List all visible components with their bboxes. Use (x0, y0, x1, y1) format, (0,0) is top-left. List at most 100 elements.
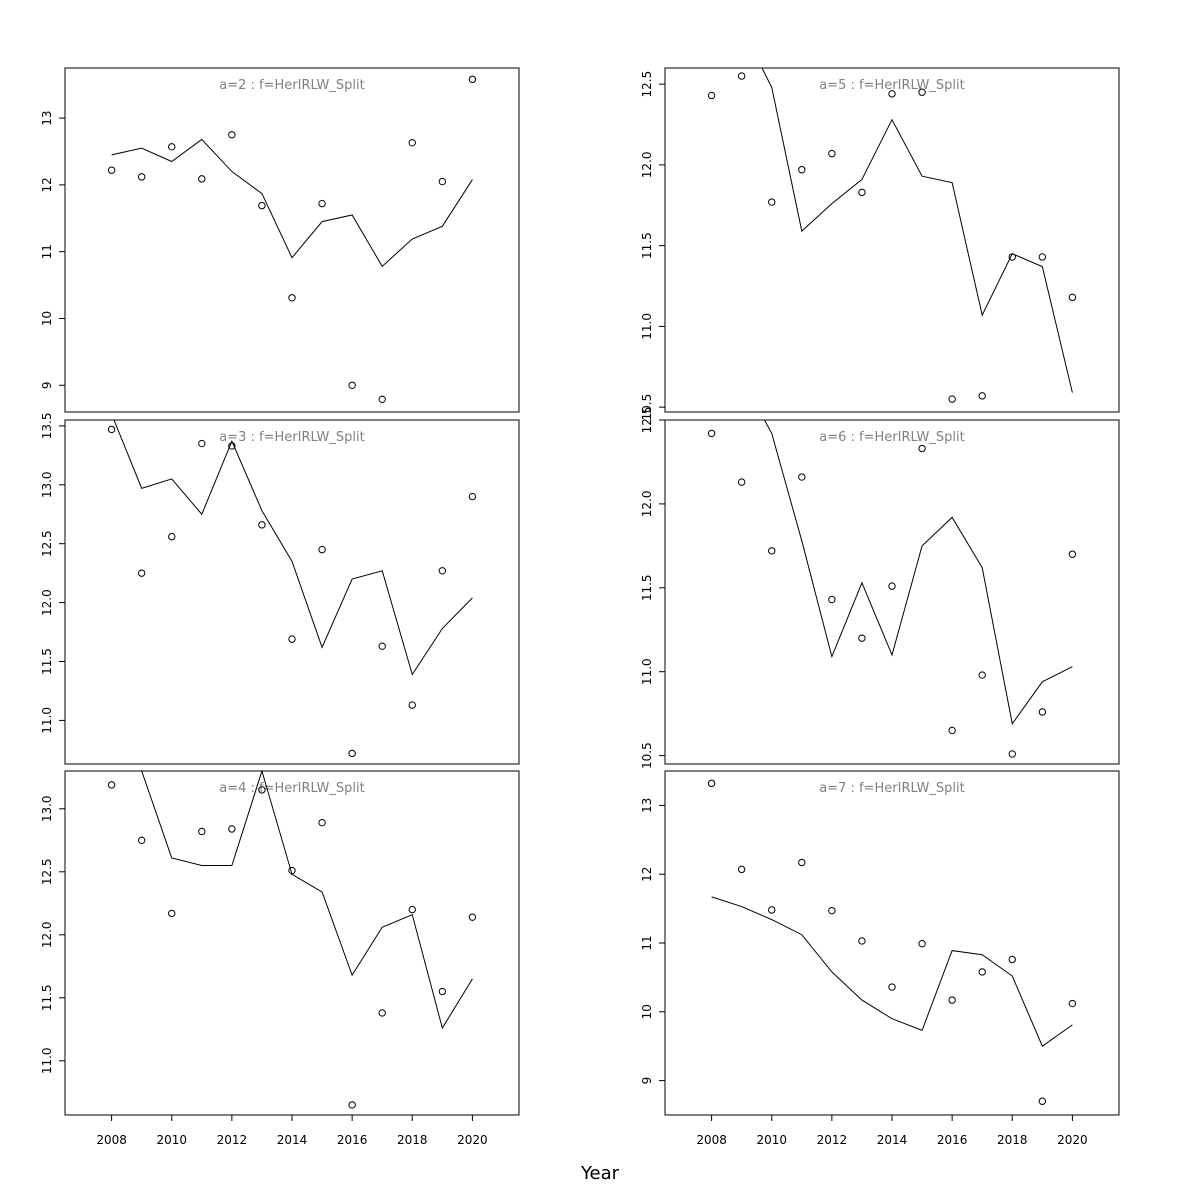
y-tick-label: 11 (640, 935, 654, 950)
observed-point (137, 173, 146, 181)
observed-point (798, 166, 806, 174)
y-tick-label: 12.5 (40, 530, 54, 557)
observed-point (1068, 293, 1077, 302)
observed-point (228, 131, 236, 139)
observed-point (888, 983, 896, 991)
observed-point (1038, 708, 1047, 716)
panel-frame (664, 770, 1120, 1116)
panel-1: a=2 : f=HerIRLW_Split 9 10 11 12 13 (40, 67, 520, 413)
y-tick-label: 10 (40, 311, 54, 326)
observed-point (438, 987, 447, 996)
observed-point (258, 521, 266, 529)
observed-point (168, 532, 176, 541)
observed-point (198, 827, 206, 836)
observed-point (408, 905, 416, 914)
observed-point (288, 866, 296, 875)
observed-point (1008, 955, 1016, 964)
observed-point (768, 198, 776, 206)
y-tick-label: 13 (40, 110, 54, 125)
observed-point (768, 547, 776, 555)
x-tick-label: 2018 (997, 1133, 1028, 1147)
y-tick-label: 12.5 (640, 71, 654, 98)
y-tick-label: 10 (640, 1004, 654, 1019)
observed-point (828, 149, 836, 158)
observed-point (468, 75, 477, 84)
observed-point (198, 175, 206, 183)
observed-point (107, 166, 116, 174)
observed-point (288, 294, 296, 302)
observed-point (1008, 253, 1016, 261)
fitted-line (761, 68, 1073, 393)
panel-3: a=3 : f=HerIRLW_Split 11.0 11.5 12.0 12.5 13.… (40, 413, 520, 765)
y-tick-label: 12.5 (640, 407, 654, 434)
fitted-line (111, 138, 473, 268)
observed-point (948, 996, 956, 1004)
observed-point (468, 913, 477, 921)
y-tick-label: 11.0 (640, 658, 654, 685)
observed-point (888, 582, 896, 590)
observed-point (438, 177, 447, 186)
panel-frame (64, 770, 520, 1116)
observed-point (828, 595, 836, 604)
observed-point (228, 442, 236, 450)
observed-point (318, 818, 326, 827)
observed-point (1008, 750, 1016, 758)
x-tick-label: 2014 (277, 1133, 308, 1147)
y-tick-label: 12 (40, 177, 54, 192)
observed-point (258, 786, 266, 794)
panel-title: a=5 : f=HerIRLW_Split (819, 78, 964, 93)
x-tick-label: 2008 (696, 1133, 727, 1147)
x-tick-label: 2008 (96, 1133, 127, 1147)
observed-point (858, 634, 866, 642)
y-tick-label: 9 (640, 1077, 654, 1085)
panel-6: a=7 : f=HerIRLW_Split 9 10 11 12 13 2008 2010 20… (640, 770, 1120, 1147)
observed-point (948, 395, 956, 403)
observed-point (888, 90, 896, 98)
y-tick-label: 13.0 (40, 795, 54, 822)
fitted-line (140, 771, 473, 1030)
observed-point (707, 429, 716, 438)
y-tick-label: 10.5 (640, 742, 654, 769)
y-tick-label: 11.5 (40, 648, 54, 675)
observed-point (1068, 550, 1077, 558)
observed-point (408, 139, 416, 147)
panel-frame (664, 67, 1120, 413)
x-tick-label: 2010 (756, 1133, 787, 1147)
x-tick-label: 2018 (397, 1133, 428, 1147)
observed-point (438, 567, 447, 575)
observed-point (737, 72, 746, 80)
observed-point (707, 779, 716, 788)
observed-point (768, 906, 776, 914)
observed-point (737, 478, 746, 486)
panel-title: a=2 : f=HerIRLW_Split (219, 78, 364, 93)
x-tick-label: 2016 (337, 1133, 368, 1147)
y-tick-label: 10.5 (640, 394, 654, 421)
x-tick-label: 2020 (457, 1133, 488, 1147)
observed-point (258, 201, 266, 210)
observed-point (858, 937, 866, 945)
observed-point (1038, 253, 1047, 261)
y-tick-label: 9 (40, 381, 54, 389)
observed-point (168, 143, 176, 151)
y-tick-label: 11.0 (640, 313, 654, 340)
x-tick-label: 2012 (817, 1133, 848, 1147)
observed-point (378, 642, 386, 650)
observed-point (1038, 1097, 1047, 1105)
observed-point (918, 444, 926, 453)
observed-point (198, 439, 206, 448)
panel-2: a=5 : f=HerIRLW_Split 10.5 11.0 11.5 12.0 12.… (640, 67, 1120, 421)
observed-point (378, 395, 386, 404)
fitted-line (113, 420, 473, 676)
panel-5: a=4 : f=HerIRLW_Split 11.0 11.5 12.0 12.5 13.… (40, 770, 520, 1147)
observed-point (858, 188, 866, 197)
observed-point (408, 701, 416, 709)
x-tick-label: 2020 (1057, 1133, 1088, 1147)
panel-title: a=6 : f=HerIRLW_Split (819, 430, 964, 445)
x-tick-label: 2012 (217, 1133, 248, 1147)
x-tick-label: 2014 (877, 1133, 908, 1147)
panel-frame (64, 67, 520, 413)
panels: a=2 : f=HerIRLW_Split 9 10 11 12 13 a=5 : f=He… (40, 67, 1120, 1147)
observed-point (228, 825, 236, 833)
observed-point (918, 88, 926, 96)
y-tick-label: 13 (640, 798, 654, 813)
